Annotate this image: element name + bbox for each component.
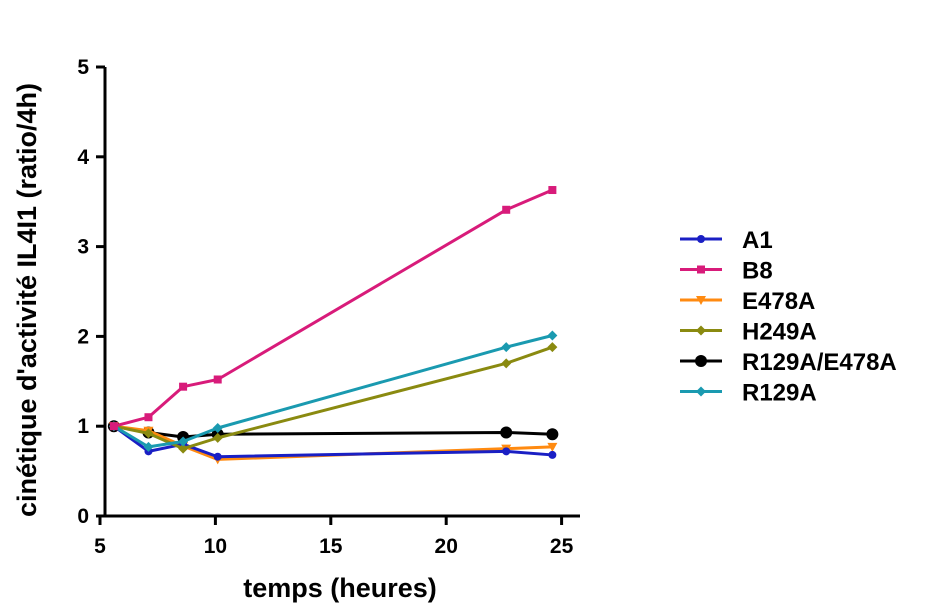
x-tick-label: 25 bbox=[550, 535, 574, 558]
data-point bbox=[178, 436, 189, 447]
series-line bbox=[113, 424, 553, 461]
series-line bbox=[113, 334, 553, 449]
data-point bbox=[178, 443, 189, 454]
legend-swatch-marker bbox=[696, 386, 706, 397]
data-point bbox=[547, 342, 558, 353]
x-tick-label: 20 bbox=[435, 535, 458, 558]
legend-label: H249A bbox=[742, 319, 817, 346]
x-axis-title: temps (heures) bbox=[243, 573, 437, 603]
data-point bbox=[109, 422, 118, 431]
data-point bbox=[212, 422, 223, 433]
data-point bbox=[501, 358, 512, 369]
x-tick-label: 15 bbox=[319, 535, 343, 558]
series-layer bbox=[107, 186, 559, 465]
legend-item: R129A bbox=[680, 380, 817, 407]
data-point bbox=[213, 452, 222, 461]
x-ticks: 5 10 15 20 25 bbox=[94, 516, 574, 558]
legend-label: A1 bbox=[742, 227, 773, 254]
legend-item: A1 bbox=[680, 227, 773, 254]
x-tick-label: 10 bbox=[204, 535, 227, 558]
y-axis-title: cinétique d'activité IL4I1 (ratio/4h) bbox=[12, 83, 42, 517]
legend-item: B8 bbox=[680, 258, 773, 285]
y-tick-label: 4 bbox=[77, 146, 89, 169]
legend-swatch-marker bbox=[696, 296, 706, 305]
data-point bbox=[143, 428, 154, 439]
series-b8 bbox=[109, 186, 557, 431]
data-point bbox=[548, 186, 557, 195]
x-tick-label: 5 bbox=[94, 535, 106, 558]
data-point bbox=[502, 447, 511, 456]
data-point bbox=[212, 432, 223, 443]
data-point bbox=[143, 441, 154, 452]
y-ticks: 0 1 2 3 4 5 bbox=[77, 56, 105, 528]
data-point bbox=[144, 413, 153, 422]
legend-swatch-marker bbox=[697, 235, 705, 243]
data-point bbox=[546, 428, 559, 441]
legend-label: R129A bbox=[742, 380, 817, 407]
data-point bbox=[179, 382, 188, 391]
data-point bbox=[213, 375, 222, 384]
legend-label: B8 bbox=[742, 258, 773, 285]
series-line bbox=[113, 345, 553, 451]
legend-swatch-marker bbox=[697, 265, 705, 274]
legend-swatch-marker bbox=[696, 325, 706, 336]
legend-item: E478A bbox=[680, 288, 815, 315]
y-tick-label: 1 bbox=[77, 415, 89, 438]
legend-swatch-marker bbox=[695, 355, 707, 367]
legend: A1 B8 E478A H249A R129A/E478A R129A bbox=[680, 227, 897, 407]
data-point bbox=[500, 426, 513, 439]
y-tick-label: 3 bbox=[77, 236, 89, 259]
axes bbox=[103, 67, 580, 518]
data-point bbox=[547, 330, 558, 341]
legend-item: R129A/E478A bbox=[680, 349, 897, 376]
series-line bbox=[113, 188, 553, 428]
legend-item: H249A bbox=[680, 319, 817, 346]
series-line bbox=[112, 424, 553, 459]
legend-label: E478A bbox=[742, 288, 815, 315]
series-r129a-e478a bbox=[107, 420, 559, 443]
y-tick-label: 2 bbox=[77, 325, 89, 348]
data-point bbox=[547, 442, 558, 452]
y-tick-label: 5 bbox=[77, 56, 89, 79]
y-tick-label: 0 bbox=[77, 505, 89, 528]
legend-label: R129A/E478A bbox=[742, 349, 897, 376]
data-point bbox=[501, 342, 512, 353]
data-point bbox=[502, 205, 511, 214]
data-point bbox=[548, 450, 557, 459]
